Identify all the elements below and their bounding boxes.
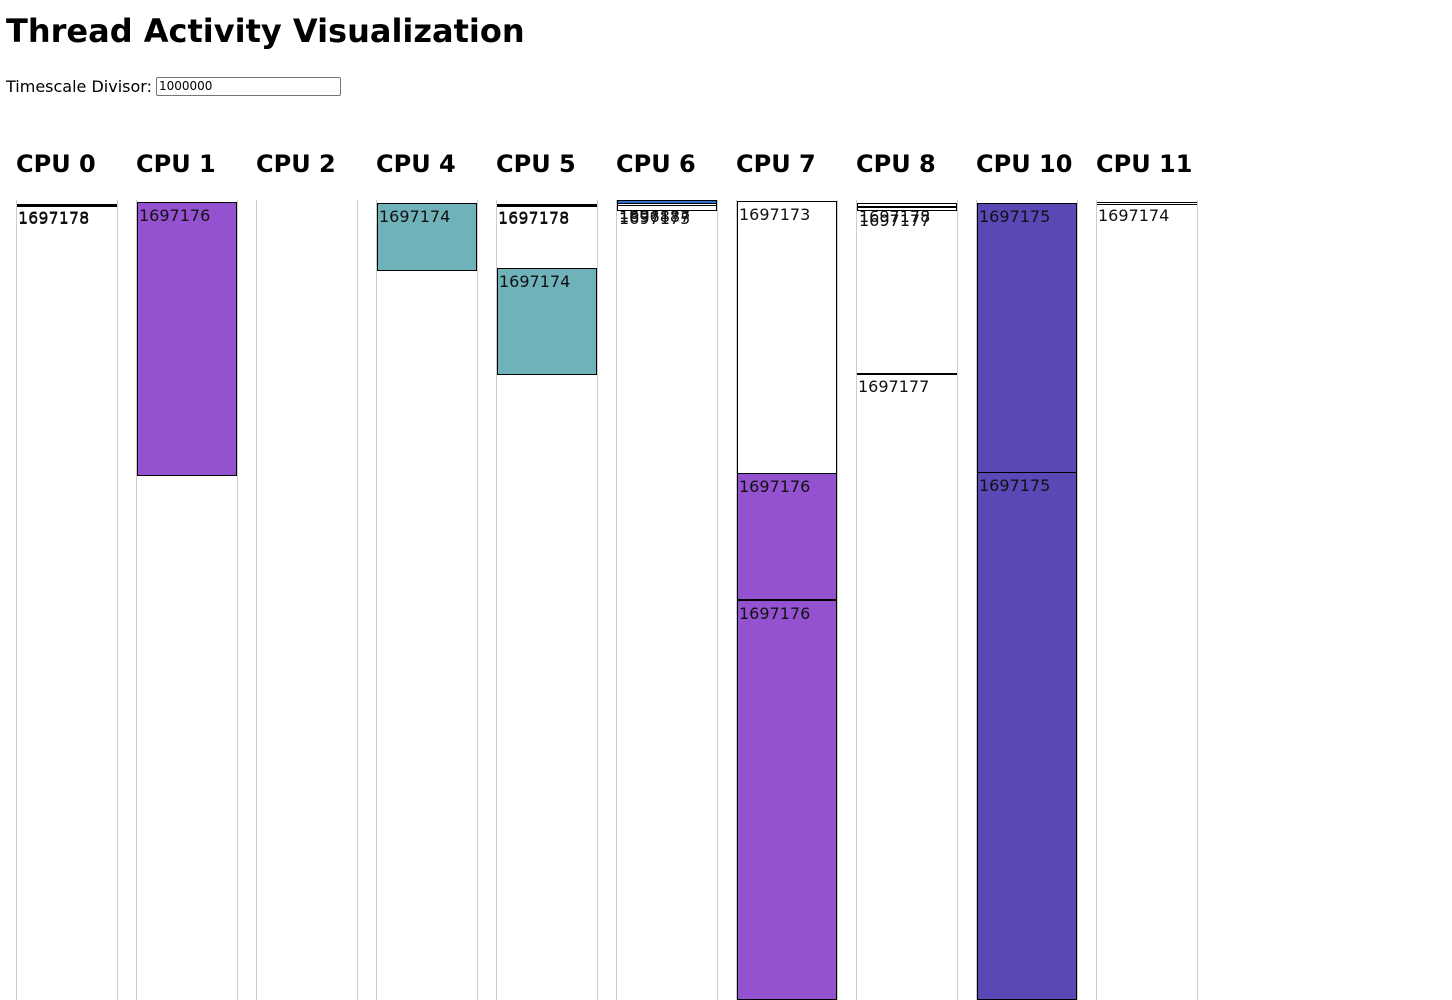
thread-id-label: 1697174 — [1098, 206, 1170, 225]
cpu-column: CPU 10 1697175 1697175 — [976, 0, 1078, 1000]
cpu-title: CPU 8 — [856, 150, 936, 178]
thread-segment[interactable]: 1697177 — [857, 207, 957, 230]
cpu-column: CPU 11 1697174 — [1096, 0, 1198, 1000]
cpu-column: CPU 4 1697174 — [376, 0, 478, 1000]
thread-id-label: 1697178 — [859, 207, 931, 226]
thread-id-label: 1697177 — [858, 377, 930, 396]
cpu-title: CPU 7 — [736, 150, 816, 178]
thread-id-label: 1697177 — [859, 211, 931, 230]
thread-segment[interactable]: 1697174 — [1097, 202, 1197, 225]
thread-id-label: 1697178 — [498, 209, 570, 228]
thread-segment[interactable]: 1697178 — [17, 205, 117, 228]
cpu-track: 1697175 1697175 — [976, 200, 1078, 1000]
timescale-control: Timescale Divisor: — [6, 75, 341, 97]
cpu-column: CPU 8 1697178 1697177 1697177 — [856, 0, 958, 1000]
cpu-track: 1697174 — [376, 200, 478, 1000]
cpu-track: 1697178 1697178 1697174 — [496, 200, 598, 1000]
cpu-column: CPU 0 1697178 1697178 — [16, 0, 118, 1000]
cpu-column: CPU 2 — [256, 0, 358, 1000]
thread-id-label: 1697176 — [739, 604, 811, 623]
cpu-track: 1697178 1697178 — [16, 200, 118, 1000]
cpu-track: 1697173 1697176 1697176 — [736, 200, 838, 1000]
cpu-title: CPU 5 — [496, 150, 576, 178]
cpu-title: CPU 0 — [16, 150, 96, 178]
thread-segment[interactable]: 1697176 — [737, 600, 837, 1000]
thread-id-label: 1697173 — [739, 205, 811, 224]
cpu-track: 1697174 — [1096, 200, 1198, 1000]
thread-id-label: 1697178 — [498, 208, 570, 227]
cpu-title: CPU 2 — [256, 150, 336, 178]
cpu-column: CPU 7 1697173 1697176 1697176 — [736, 0, 838, 1000]
thread-segment[interactable]: 1697174 — [497, 268, 597, 375]
thread-segment[interactable]: 1697176 — [737, 473, 837, 600]
cpu-column: CPU 6 1697173 1696887 1697175 — [616, 0, 718, 1000]
cpu-title: CPU 11 — [1096, 150, 1193, 178]
cpu-title: CPU 4 — [376, 150, 456, 178]
cpu-track: 1697176 — [136, 200, 238, 1000]
timescale-label: Timescale Divisor: — [6, 76, 152, 96]
thread-id-label: 1696887 — [619, 207, 691, 226]
cpu-track: 1697178 1697177 1697177 — [856, 200, 958, 1000]
cpu-title: CPU 1 — [136, 150, 216, 178]
timescale-input[interactable] — [155, 76, 341, 96]
thread-segment[interactable]: 1697174 — [377, 203, 477, 271]
thread-segment[interactable]: 1697178 — [857, 203, 957, 226]
thread-id-label: 1697178 — [18, 209, 90, 228]
thread-segment[interactable]: 1697175 — [617, 205, 717, 228]
thread-id-label: 1697174 — [499, 272, 571, 291]
thread-id-label: 1697175 — [979, 476, 1051, 495]
thread-id-label: 1697175 — [619, 209, 691, 228]
cpu-title: CPU 10 — [976, 150, 1073, 178]
thread-segment[interactable]: 1697176 — [137, 202, 237, 476]
thread-segment[interactable]: 1697175 — [977, 472, 1077, 1000]
thread-id-label: 1697175 — [979, 207, 1051, 226]
thread-segment[interactable]: 1697177 — [857, 373, 957, 396]
page-title: Thread Activity Visualization — [6, 12, 525, 50]
cpu-column: CPU 1 1697176 — [136, 0, 238, 1000]
cpu-track: 1697173 1696887 1697175 — [616, 200, 718, 1000]
thread-segment[interactable]: 1697173 — [737, 201, 837, 474]
thread-id-label: 1697178 — [18, 208, 90, 227]
thread-id-label: 1697174 — [379, 207, 451, 226]
thread-segment[interactable]: 1697175 — [977, 203, 1077, 473]
cpu-track — [256, 200, 358, 1000]
cpu-title: CPU 6 — [616, 150, 696, 178]
thread-segment[interactable]: 1697178 — [497, 205, 597, 228]
thread-id-label: 1697176 — [139, 206, 211, 225]
cpu-column: CPU 5 1697178 1697178 1697174 — [496, 0, 598, 1000]
thread-id-label: 1697176 — [739, 477, 811, 496]
